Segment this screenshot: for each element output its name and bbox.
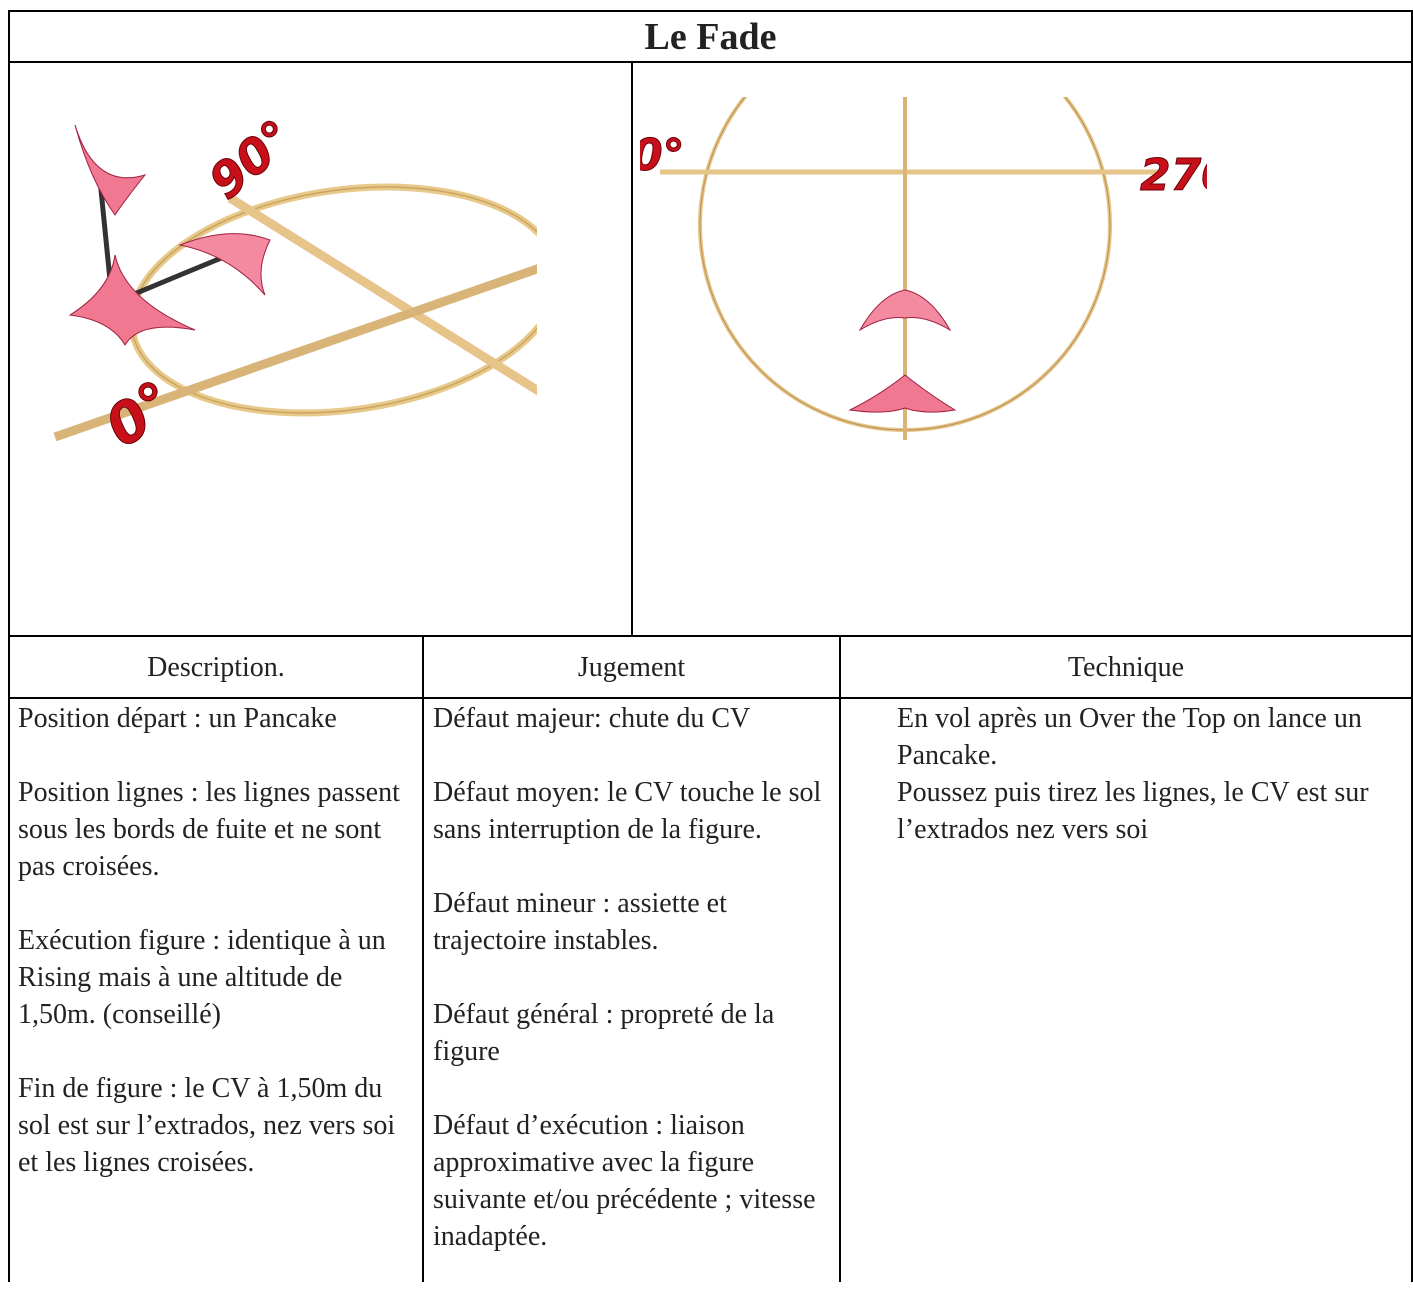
rule <box>8 61 1413 63</box>
judgement-column: Défaut majeur: chute du CV Défaut moyen: … <box>433 700 833 1292</box>
angle-label: 0° <box>632 130 685 181</box>
column-header: Description. <box>147 652 285 683</box>
rule <box>8 697 1413 699</box>
rule <box>422 635 424 1282</box>
paragraph: Position départ : un Pancake <box>18 703 337 734</box>
angle-label: 270 <box>1140 150 1232 201</box>
column-header: Jugement <box>577 652 686 683</box>
rule <box>1411 10 1413 1282</box>
description-column: Position départ : un Pancake Position lig… <box>18 700 413 1218</box>
rule <box>8 635 1413 637</box>
paragraph: Fin de figure : le CV à 1,50m du sol est… <box>18 1073 396 1178</box>
paragraph: Défaut moyen: le CV touche le sol sans i… <box>433 777 822 845</box>
paragraph: Position lignes : les lignes passent sou… <box>18 777 400 882</box>
paragraph: En vol après un Over the Top on lance un… <box>897 703 1362 771</box>
paragraph: Défaut mineur : assiette et trajectoire … <box>433 888 727 956</box>
rule <box>8 10 10 1282</box>
technique-column: En vol après un Over the Top on lance un… <box>897 700 1402 848</box>
paragraph: Défaut majeur: chute du CV <box>433 703 751 734</box>
rule <box>839 635 841 1282</box>
column-header: Technique <box>1067 652 1185 683</box>
paragraph: Poussez puis tirez les lignes, le CV est… <box>897 777 1369 845</box>
figures: 90° 0° 0° 270 <box>53 97 1232 461</box>
title: Le Fade <box>644 16 777 58</box>
angle-label: 90° <box>199 109 305 210</box>
paragraph: Défaut général : propreté de la figure <box>433 999 775 1067</box>
figure-right: 0° 270 <box>632 97 1232 440</box>
rule <box>631 61 633 636</box>
paragraph: Exécution figure : identique à un Rising… <box>18 925 386 1030</box>
paragraph: Défaut d’exécution : liaison approximati… <box>433 1110 816 1252</box>
figure-left <box>53 124 537 442</box>
rule <box>8 10 1413 12</box>
